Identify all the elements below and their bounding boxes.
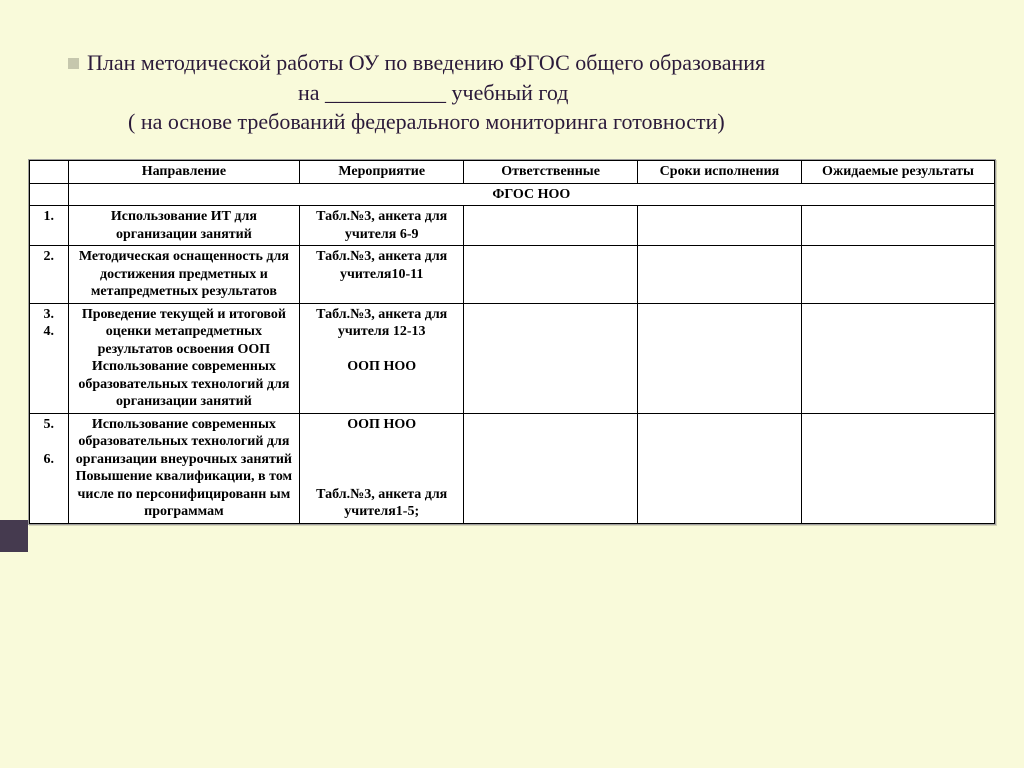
cell-deadline — [637, 246, 801, 304]
cell-num: 1. — [30, 206, 69, 246]
cell-responsible — [464, 413, 638, 523]
header-result: Ожидаемые результаты — [801, 161, 994, 184]
cell-direction: Использование ИТ для организации занятий — [68, 206, 300, 246]
cell-direction: Методическая оснащенность для достижения… — [68, 246, 300, 304]
cell-responsible — [464, 206, 638, 246]
table-row: 1.Использование ИТ для организации занят… — [30, 206, 995, 246]
cell-event: Табл.№3, анкета для учителя 12-13 ООП НО… — [300, 303, 464, 413]
cell-event: Табл.№3, анкета для учителя10-11 — [300, 246, 464, 304]
section-label: ФГОС НОО — [68, 183, 994, 206]
header-num — [30, 161, 69, 184]
cell-event: ООП НОО Табл.№3, анкета для учителя1-5; — [300, 413, 464, 523]
plan-table: Направление Мероприятие Ответственные Ср… — [29, 160, 995, 524]
header-direction: Направление — [68, 161, 300, 184]
title-line-2: на ___________ учебный год — [68, 78, 976, 108]
table-row: 5. 6.Использование современных образоват… — [30, 413, 995, 523]
cell-result — [801, 246, 994, 304]
bullet-icon — [68, 58, 79, 69]
header-responsible: Ответственные — [464, 161, 638, 184]
cell-direction: Использование современных образовательны… — [68, 413, 300, 523]
cell-deadline — [637, 413, 801, 523]
cell-deadline — [637, 303, 801, 413]
cell-num: 3. 4. — [30, 303, 69, 413]
header-event: Мероприятие — [300, 161, 464, 184]
cell-direction: Проведение текущей и итоговой оценки мет… — [68, 303, 300, 413]
header-deadline: Сроки исполнения — [637, 161, 801, 184]
table-row: 2.Методическая оснащенность для достижен… — [30, 246, 995, 304]
cell-deadline — [637, 206, 801, 246]
table-row: 3. 4.Проведение текущей и итоговой оценк… — [30, 303, 995, 413]
plan-table-container: Направление Мероприятие Ответственные Ср… — [28, 159, 996, 525]
cell-result — [801, 303, 994, 413]
section-row: ФГОС НОО — [30, 183, 995, 206]
table-header-row: Направление Мероприятие Ответственные Ср… — [30, 161, 995, 184]
slide-content: План методической работы ОУ по введению … — [0, 0, 1024, 525]
cell-responsible — [464, 303, 638, 413]
accent-bar — [0, 520, 28, 552]
title-line-1: План методической работы ОУ по введению … — [87, 50, 765, 75]
cell-responsible — [464, 246, 638, 304]
cell-num: 2. — [30, 246, 69, 304]
slide-title: План методической работы ОУ по введению … — [68, 48, 976, 137]
cell-event: Табл.№3, анкета для учителя 6-9 — [300, 206, 464, 246]
cell-result — [801, 206, 994, 246]
cell-result — [801, 413, 994, 523]
table-body: ФГОС НОО 1.Использование ИТ для организа… — [30, 183, 995, 523]
cell-num: 5. 6. — [30, 413, 69, 523]
title-line-3: ( на основе требований федерального мони… — [68, 107, 976, 137]
